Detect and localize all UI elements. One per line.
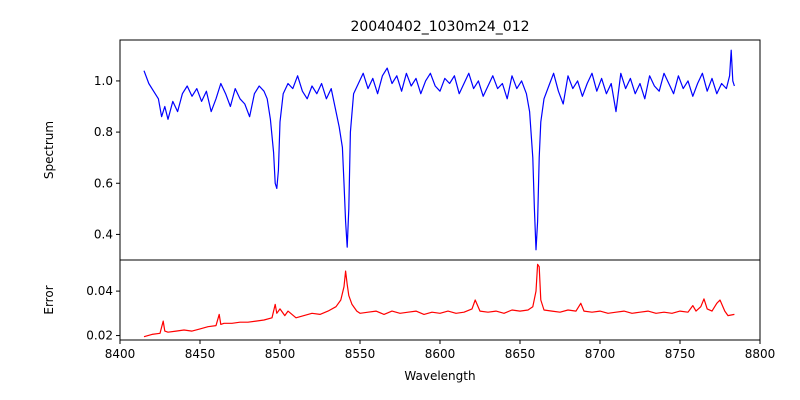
error-panel: 0.02 0.04 8400 8450 8500 8550 8600 8650 8700 875… <box>42 259 776 383</box>
error-frame <box>119 259 761 341</box>
x-tick-label: 8500 <box>265 347 296 361</box>
y-tick-label: 0.4 <box>94 227 113 241</box>
y-tick-label: 0.6 <box>94 176 113 190</box>
error-y-axis: 0.02 0.04 <box>86 284 120 343</box>
chart-title: 20040402_1030m24_012 <box>350 19 529 35</box>
spectrum-line-0 <box>143 49 735 251</box>
y-tick-label: 0.02 <box>86 329 113 343</box>
x-tick-label: 8550 <box>345 347 376 361</box>
x-tick-label: 8700 <box>585 347 616 361</box>
x-tick-label: 8450 <box>185 347 216 361</box>
spectrum-series <box>143 49 735 251</box>
x-axis-label: Wavelength <box>404 369 475 383</box>
spectrum-plot-area <box>120 40 760 260</box>
x-tick-label: 8400 <box>105 347 136 361</box>
spectrum-y-label: Spectrum <box>42 121 56 179</box>
x-tick-label: 8650 <box>505 347 536 361</box>
x-tick-label: 8800 <box>745 347 776 361</box>
error-line-0 <box>143 263 735 338</box>
x-tick-label: 8600 <box>425 347 456 361</box>
wavelength-x-axis: 8400 8450 8500 8550 8600 8650 8700 8750 8800 <box>105 340 776 361</box>
error-y-label: Error <box>42 285 56 314</box>
y-tick-label: 0.8 <box>94 125 113 139</box>
spectrum-y-axis: 0.4 0.6 0.8 1.0 <box>94 74 120 241</box>
x-tick-label: 8750 <box>665 347 696 361</box>
spectrum-panel: 0.4 0.6 0.8 1.0 Spectrum <box>42 39 761 261</box>
error-series <box>143 263 735 338</box>
y-tick-label: 0.04 <box>86 284 113 298</box>
y-tick-label: 1.0 <box>94 74 113 88</box>
error-plot-area <box>120 260 760 340</box>
